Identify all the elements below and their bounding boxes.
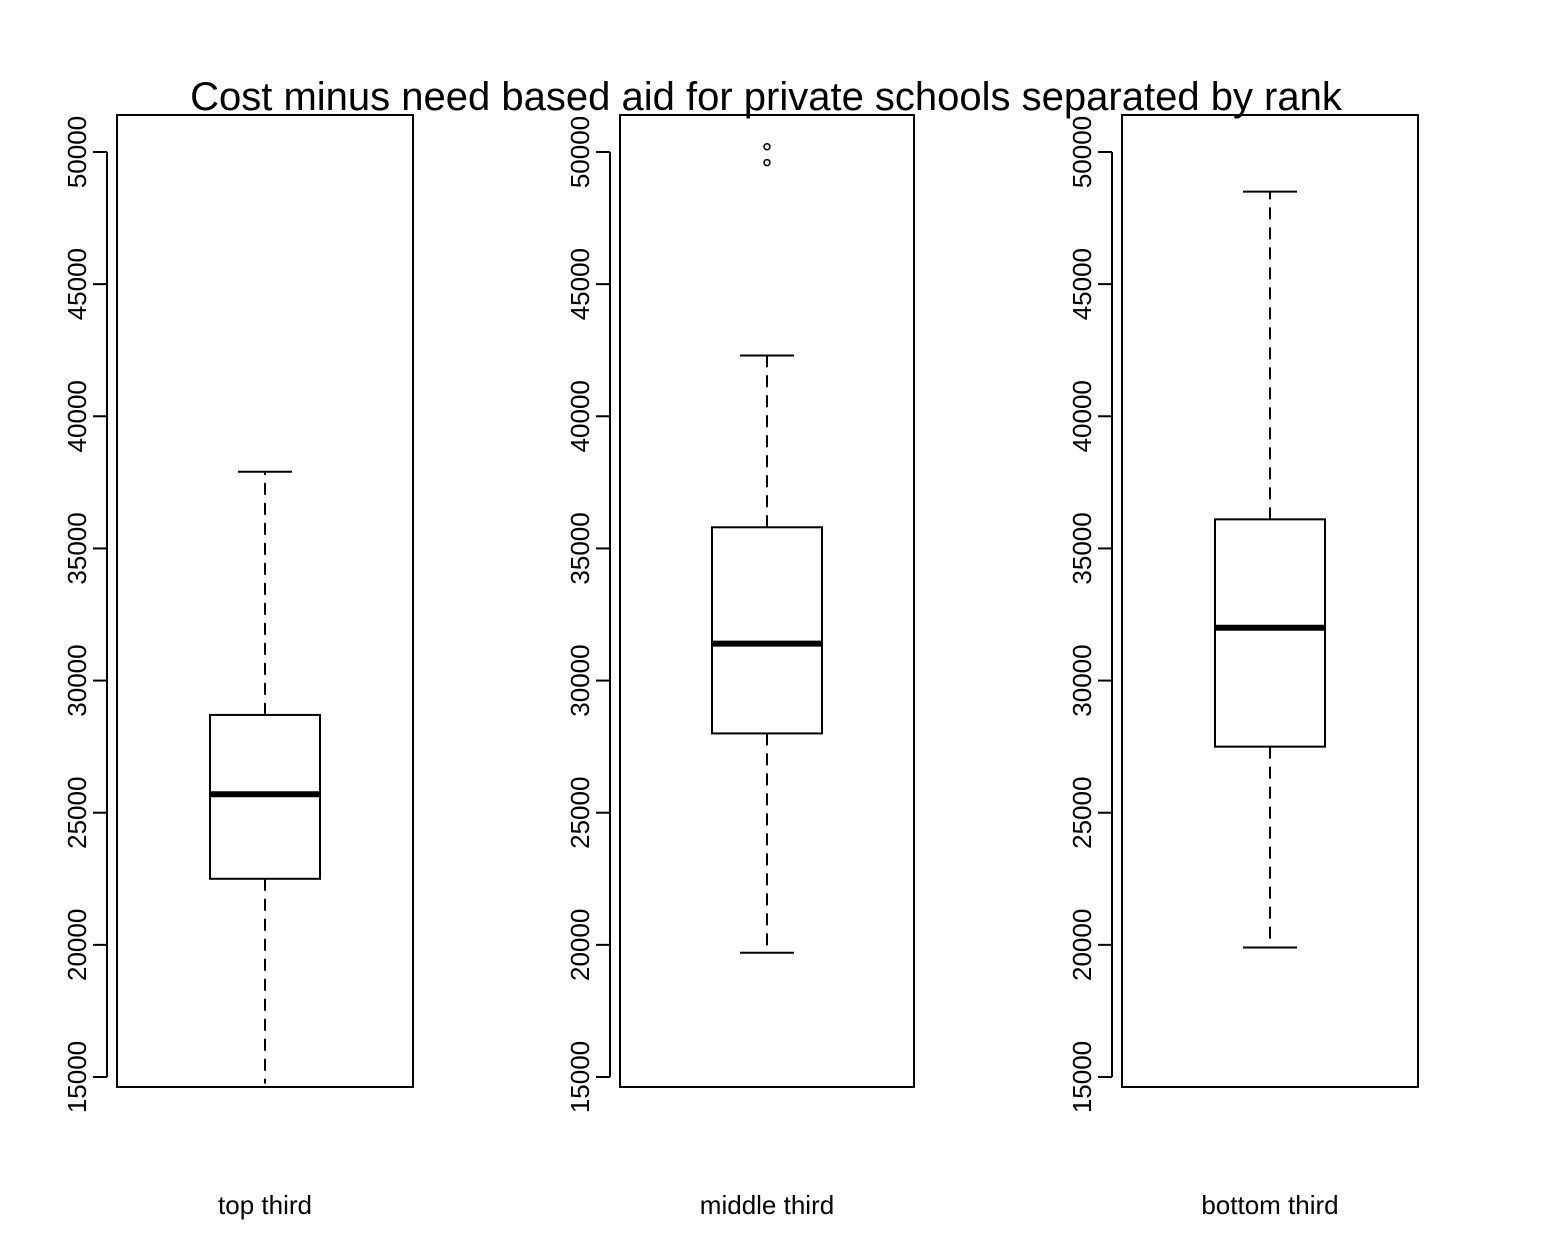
y-tick-label: 35000 [62,512,92,584]
outlier-point [763,142,771,151]
y-tick-label: 50000 [565,116,595,188]
y-tick-label: 25000 [565,777,595,849]
panel-1: 15000 20000 25000 30000 35000 40000 45000 50000… [62,114,414,1220]
panel-2: 15000 20000 25000 30000 35000 40000 45000 50000… [565,114,915,1220]
chart-title: Cost minus need based aid for private sc… [190,75,1343,119]
y-tick-label: 25000 [1067,777,1097,849]
y-tick-label: 20000 [1067,909,1097,981]
y-tick-label: 35000 [1067,512,1097,584]
y-tick-label: 30000 [565,644,595,716]
x-category-label: top third [218,1190,312,1220]
x-category-label: bottom third [1201,1190,1338,1220]
panels: 15000 20000 25000 30000 35000 40000 45000 50000… [62,114,1419,1220]
outlier-point [763,158,771,167]
y-tick-label: 15000 [62,1041,92,1113]
y-tick-label: 45000 [1067,248,1097,320]
iqr-box [1214,518,1326,748]
plot-frame [619,114,915,1088]
y-tick-label: 50000 [1067,116,1097,188]
plot-frame [1121,114,1419,1088]
y-tick-label: 30000 [1067,644,1097,716]
y-tick-label: 50000 [62,116,92,188]
y-tick-label: 45000 [62,248,92,320]
y-tick-label: 20000 [565,909,595,981]
iqr-box [711,526,823,735]
y-tick-label: 30000 [62,644,92,716]
panel-3: 15000 20000 25000 30000 35000 40000 45000 50000… [1067,114,1419,1220]
y-tick-label: 15000 [1067,1041,1097,1113]
y-tick-label: 25000 [62,777,92,849]
y-tick-label: 20000 [62,909,92,981]
x-category-label: middle third [700,1190,834,1220]
y-tick-label: 40000 [1067,380,1097,452]
y-tick-label: 40000 [565,380,595,452]
y-tick-label: 35000 [565,512,595,584]
y-tick-label: 45000 [565,248,595,320]
plot-frame [116,114,414,1088]
y-tick-label: 40000 [62,380,92,452]
y-tick-label: 15000 [565,1041,595,1113]
